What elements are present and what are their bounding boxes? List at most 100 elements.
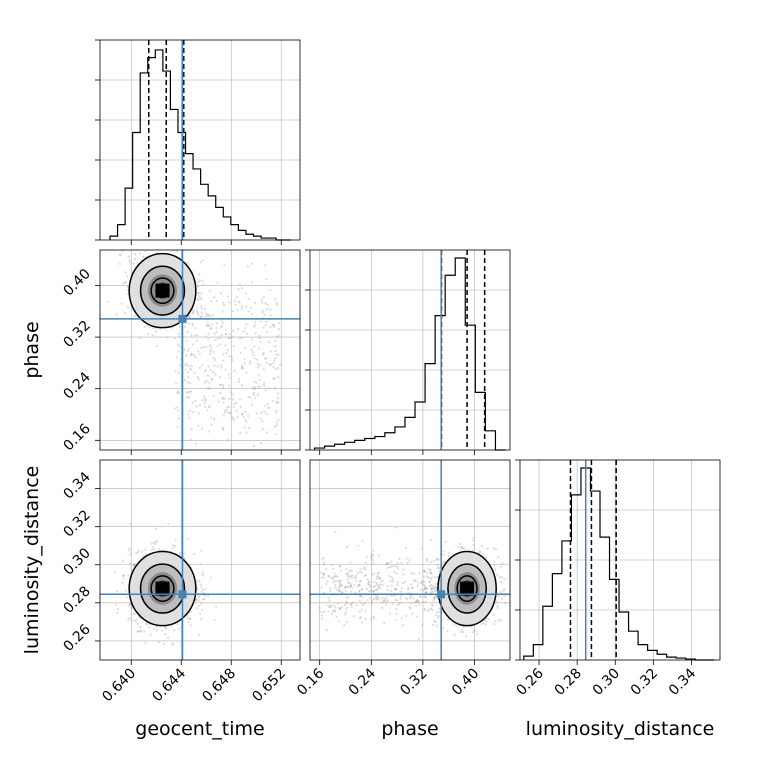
sample-point [132, 564, 135, 567]
sample-point [154, 542, 157, 546]
sample-point [199, 612, 202, 615]
sample-point [226, 405, 229, 409]
sample-point [277, 418, 280, 422]
sample-point [275, 303, 279, 306]
sample-point [433, 589, 437, 592]
sample-point [455, 624, 458, 627]
sample-point [221, 321, 224, 325]
sample-point [412, 597, 415, 600]
sample-point [252, 445, 255, 448]
sample-point [203, 307, 207, 310]
sample-point [421, 579, 424, 582]
sample-point [401, 624, 405, 627]
sample-point [343, 586, 347, 590]
sample-point [415, 599, 418, 603]
sample-point [231, 359, 234, 362]
sample-point [264, 389, 268, 392]
sample-point [250, 280, 253, 284]
sample-point [121, 559, 125, 562]
sample-point [358, 580, 362, 583]
sample-point [235, 409, 238, 412]
sample-point [213, 618, 216, 621]
sample-point [425, 587, 428, 590]
sample-point [396, 581, 400, 584]
sample-point [212, 356, 215, 360]
sample-point [221, 386, 225, 389]
sample-point [430, 538, 433, 541]
sample-point [330, 563, 333, 566]
sample-point [428, 608, 431, 611]
sample-point [416, 581, 420, 584]
sample-point [106, 300, 109, 303]
sample-point [502, 589, 505, 592]
sample-point [191, 322, 194, 325]
sample-point [151, 545, 154, 549]
sample-point [435, 557, 438, 560]
sample-point [127, 255, 130, 258]
sample-point [178, 344, 181, 348]
sample-point [244, 292, 247, 295]
sample-point [425, 575, 428, 578]
sample-point [397, 603, 400, 606]
sample-point [389, 579, 392, 582]
sample-point [198, 353, 201, 356]
sample-point [192, 311, 195, 314]
sample-point [232, 329, 235, 332]
sample-point [195, 405, 198, 408]
sample-point [201, 398, 204, 402]
sample-point [218, 384, 222, 387]
sample-point [388, 562, 391, 565]
sample-point [432, 559, 436, 562]
sample-point [222, 427, 225, 430]
sample-point [322, 576, 325, 579]
x-tick-label: 0.40 [449, 666, 482, 699]
sample-point [485, 620, 488, 623]
sample-point [416, 598, 419, 602]
sample-point [265, 320, 268, 323]
sample-point [375, 577, 378, 581]
sample-point [196, 595, 200, 598]
sample-point [175, 250, 178, 253]
sample-point [373, 589, 376, 592]
y-tick-label: 0.30 [60, 545, 93, 578]
sample-point [385, 600, 388, 603]
sample-point [405, 598, 409, 601]
sample-point [222, 352, 225, 356]
sample-point [233, 369, 236, 372]
sample-point [500, 597, 504, 600]
sample-point [276, 366, 279, 370]
sample-point [245, 323, 248, 326]
sample-point [199, 261, 202, 264]
sample-point [204, 369, 207, 372]
sample-point [114, 603, 118, 606]
sample-point [378, 577, 382, 580]
sample-point [394, 588, 397, 591]
sample-point [222, 303, 225, 306]
sample-point [208, 352, 212, 356]
sample-point [199, 315, 203, 319]
sample-point [254, 332, 257, 335]
sample-point [129, 522, 132, 526]
sample-point [432, 584, 435, 587]
sample-point [194, 399, 197, 403]
contour-line [128, 550, 197, 627]
sample-point [148, 326, 151, 329]
sample-point [202, 283, 205, 286]
sample-point [256, 393, 260, 396]
sample-point [203, 402, 206, 405]
contour-line [456, 575, 478, 602]
sample-point [394, 565, 397, 568]
sample-point [493, 622, 496, 626]
sample-point [357, 544, 360, 547]
sample-point [198, 595, 201, 598]
sample-point [411, 586, 414, 589]
sample-point [372, 615, 375, 618]
sample-point [129, 562, 132, 565]
sample-point [254, 320, 257, 324]
sample-point [339, 565, 342, 568]
sample-point [189, 382, 192, 385]
sample-point [193, 354, 196, 357]
sample-point [188, 314, 191, 317]
sample-point [257, 385, 260, 389]
sample-point [139, 630, 142, 633]
